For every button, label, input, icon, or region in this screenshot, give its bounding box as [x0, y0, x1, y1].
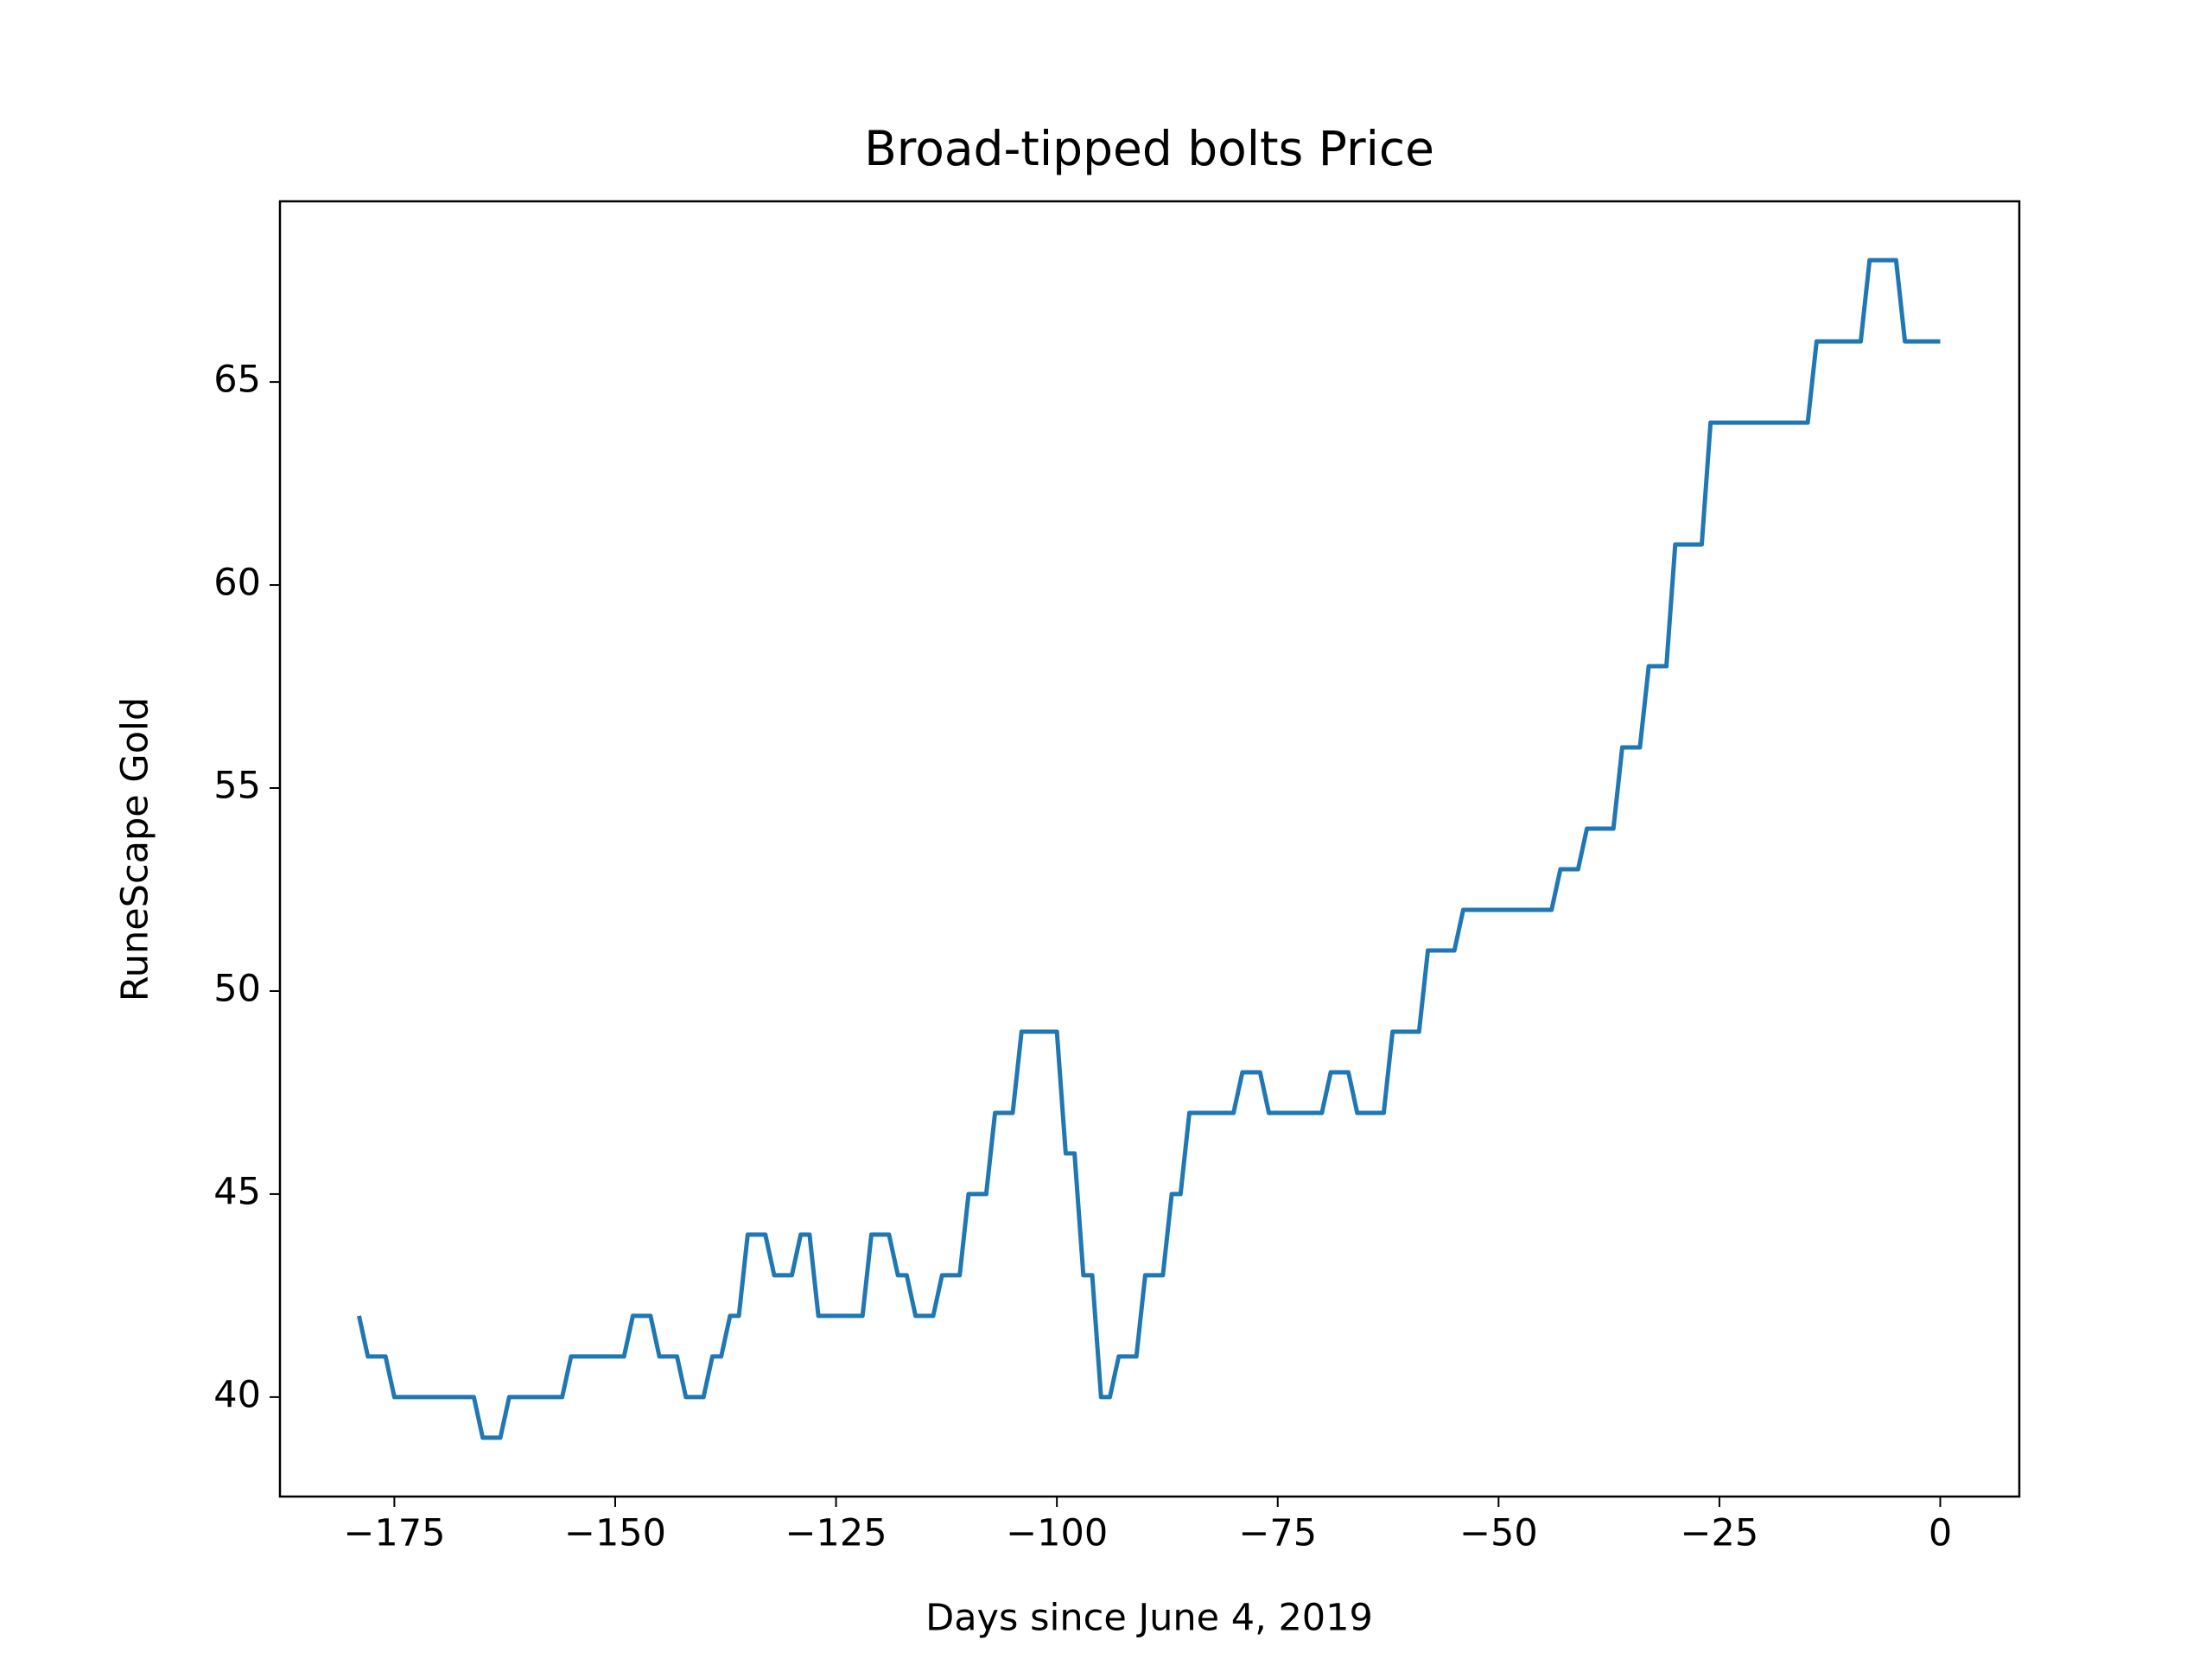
x-tick-label: −25 — [1681, 1512, 1759, 1555]
x-tick-label: −75 — [1238, 1512, 1317, 1555]
y-tick-label: 45 — [213, 1170, 261, 1213]
price-line — [357, 257, 1941, 1440]
y-tick-label: 60 — [213, 562, 261, 605]
x-axis-label: Days since June 4, 2019 — [925, 1597, 1373, 1640]
y-tick-label: 40 — [213, 1373, 261, 1416]
plot-frame — [278, 200, 2021, 1498]
y-axis-label: RuneScape Gold — [114, 697, 157, 1001]
x-tick-label: 0 — [1929, 1512, 1952, 1555]
x-tick-label: −175 — [343, 1512, 445, 1555]
y-tick-label: 65 — [213, 359, 261, 402]
chart-title: Broad-tipped bolts Price — [864, 121, 1434, 176]
y-tick-label: 55 — [213, 765, 261, 808]
x-tick-label: −150 — [564, 1512, 666, 1555]
y-tick-label: 50 — [213, 967, 261, 1010]
x-tick-label: −50 — [1459, 1512, 1538, 1555]
x-tick-label: −100 — [1006, 1512, 1108, 1555]
x-tick-label: −125 — [785, 1512, 887, 1555]
